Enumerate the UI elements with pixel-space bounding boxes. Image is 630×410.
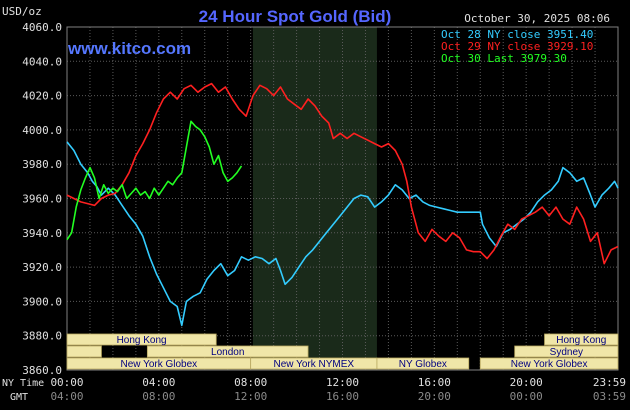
x-tick-label-gmt: 16:00 <box>326 390 359 403</box>
x-tick-label-ny: 12:00 <box>326 376 359 389</box>
session-label: New York Globex <box>511 359 588 370</box>
session-bar <box>514 345 619 358</box>
session-bar <box>376 357 470 370</box>
chart-title: 24 Hour Spot Gold (Bid) <box>199 7 392 26</box>
x-tick-label-gmt: 04:00 <box>50 390 83 403</box>
series-line-0 <box>66 141 619 327</box>
x-tick-label-ny: 08:00 <box>234 376 267 389</box>
y-tick-label: 3900.0 <box>22 295 62 308</box>
gmt-label: GMT <box>10 392 28 403</box>
website-link[interactable]: www.kitco.com <box>67 39 191 58</box>
session-bar <box>544 333 619 346</box>
session-label: London <box>211 347 244 358</box>
series-line-1 <box>66 82 619 265</box>
x-tick-label-gmt: 08:00 <box>142 390 175 403</box>
y-tick-label: 3920.0 <box>22 261 62 274</box>
y-tick-label: 3940.0 <box>22 227 62 240</box>
y-tick-label: 3960.0 <box>22 193 62 206</box>
y-tick-label: 4000.0 <box>22 124 62 137</box>
x-tick-label-ny: 16:00 <box>418 376 451 389</box>
x-tick-label-gmt: 20:00 <box>418 390 451 403</box>
x-tick-label-ny: 04:00 <box>142 376 175 389</box>
y-tick-label: 3880.0 <box>22 330 62 343</box>
session-label: Hong Kong <box>556 335 606 346</box>
timestamp: October 30, 2025 08:06 <box>464 12 610 25</box>
session-bar <box>66 345 102 358</box>
session-layer: Hong Kong London New York Globex New York N… <box>66 333 619 370</box>
y-tick-label: 4060.0 <box>22 21 62 34</box>
legend-item-oct28: Oct 28 NY close 3951.40 <box>441 28 593 41</box>
session-label: Hong Kong <box>117 335 167 346</box>
session-label: New York Globex <box>120 359 197 370</box>
session-bar <box>479 357 619 370</box>
ny-time-label: NY Time <box>2 378 44 389</box>
session-bar <box>66 333 217 346</box>
plot-frame <box>66 26 619 371</box>
axis-layer: 3860.0 3880.0 3900.0 3920.0 3940.0 3960.0 3980… <box>22 21 626 403</box>
session-bar <box>146 345 309 358</box>
x-tick-label-gmt: 12:00 <box>234 390 267 403</box>
y-tick-label: 4040.0 <box>22 55 62 68</box>
x-tick-label-gmt: 00:00 <box>510 390 543 403</box>
x-tick-label-ny: 20:00 <box>510 376 543 389</box>
session-label: Sydney <box>550 347 583 358</box>
x-tick-label-ny: 23:59 <box>593 376 626 389</box>
series-layer <box>66 82 619 327</box>
grid-layer <box>66 26 619 371</box>
legend-item-oct30: Oct 30 Last 3979.30 <box>441 52 567 65</box>
x-tick-label-gmt: 03:59 <box>593 390 626 403</box>
y-axis-unit: USD/oz <box>2 5 42 18</box>
session-label: New York NYMEX <box>274 359 355 370</box>
legend-item-oct29: Oct 29 NY close 3929.10 <box>441 40 593 53</box>
x-tick-label-ny: 00:00 <box>50 376 83 389</box>
y-tick-label: 4020.0 <box>22 90 62 103</box>
y-tick-label: 3980.0 <box>22 158 62 171</box>
series-line-2 <box>66 120 243 241</box>
y-tick-label: 3860.0 <box>22 364 62 377</box>
legend: Oct 28 NY close 3951.40 Oct 29 NY close … <box>441 28 593 65</box>
session-label: NY Globex <box>399 359 447 370</box>
